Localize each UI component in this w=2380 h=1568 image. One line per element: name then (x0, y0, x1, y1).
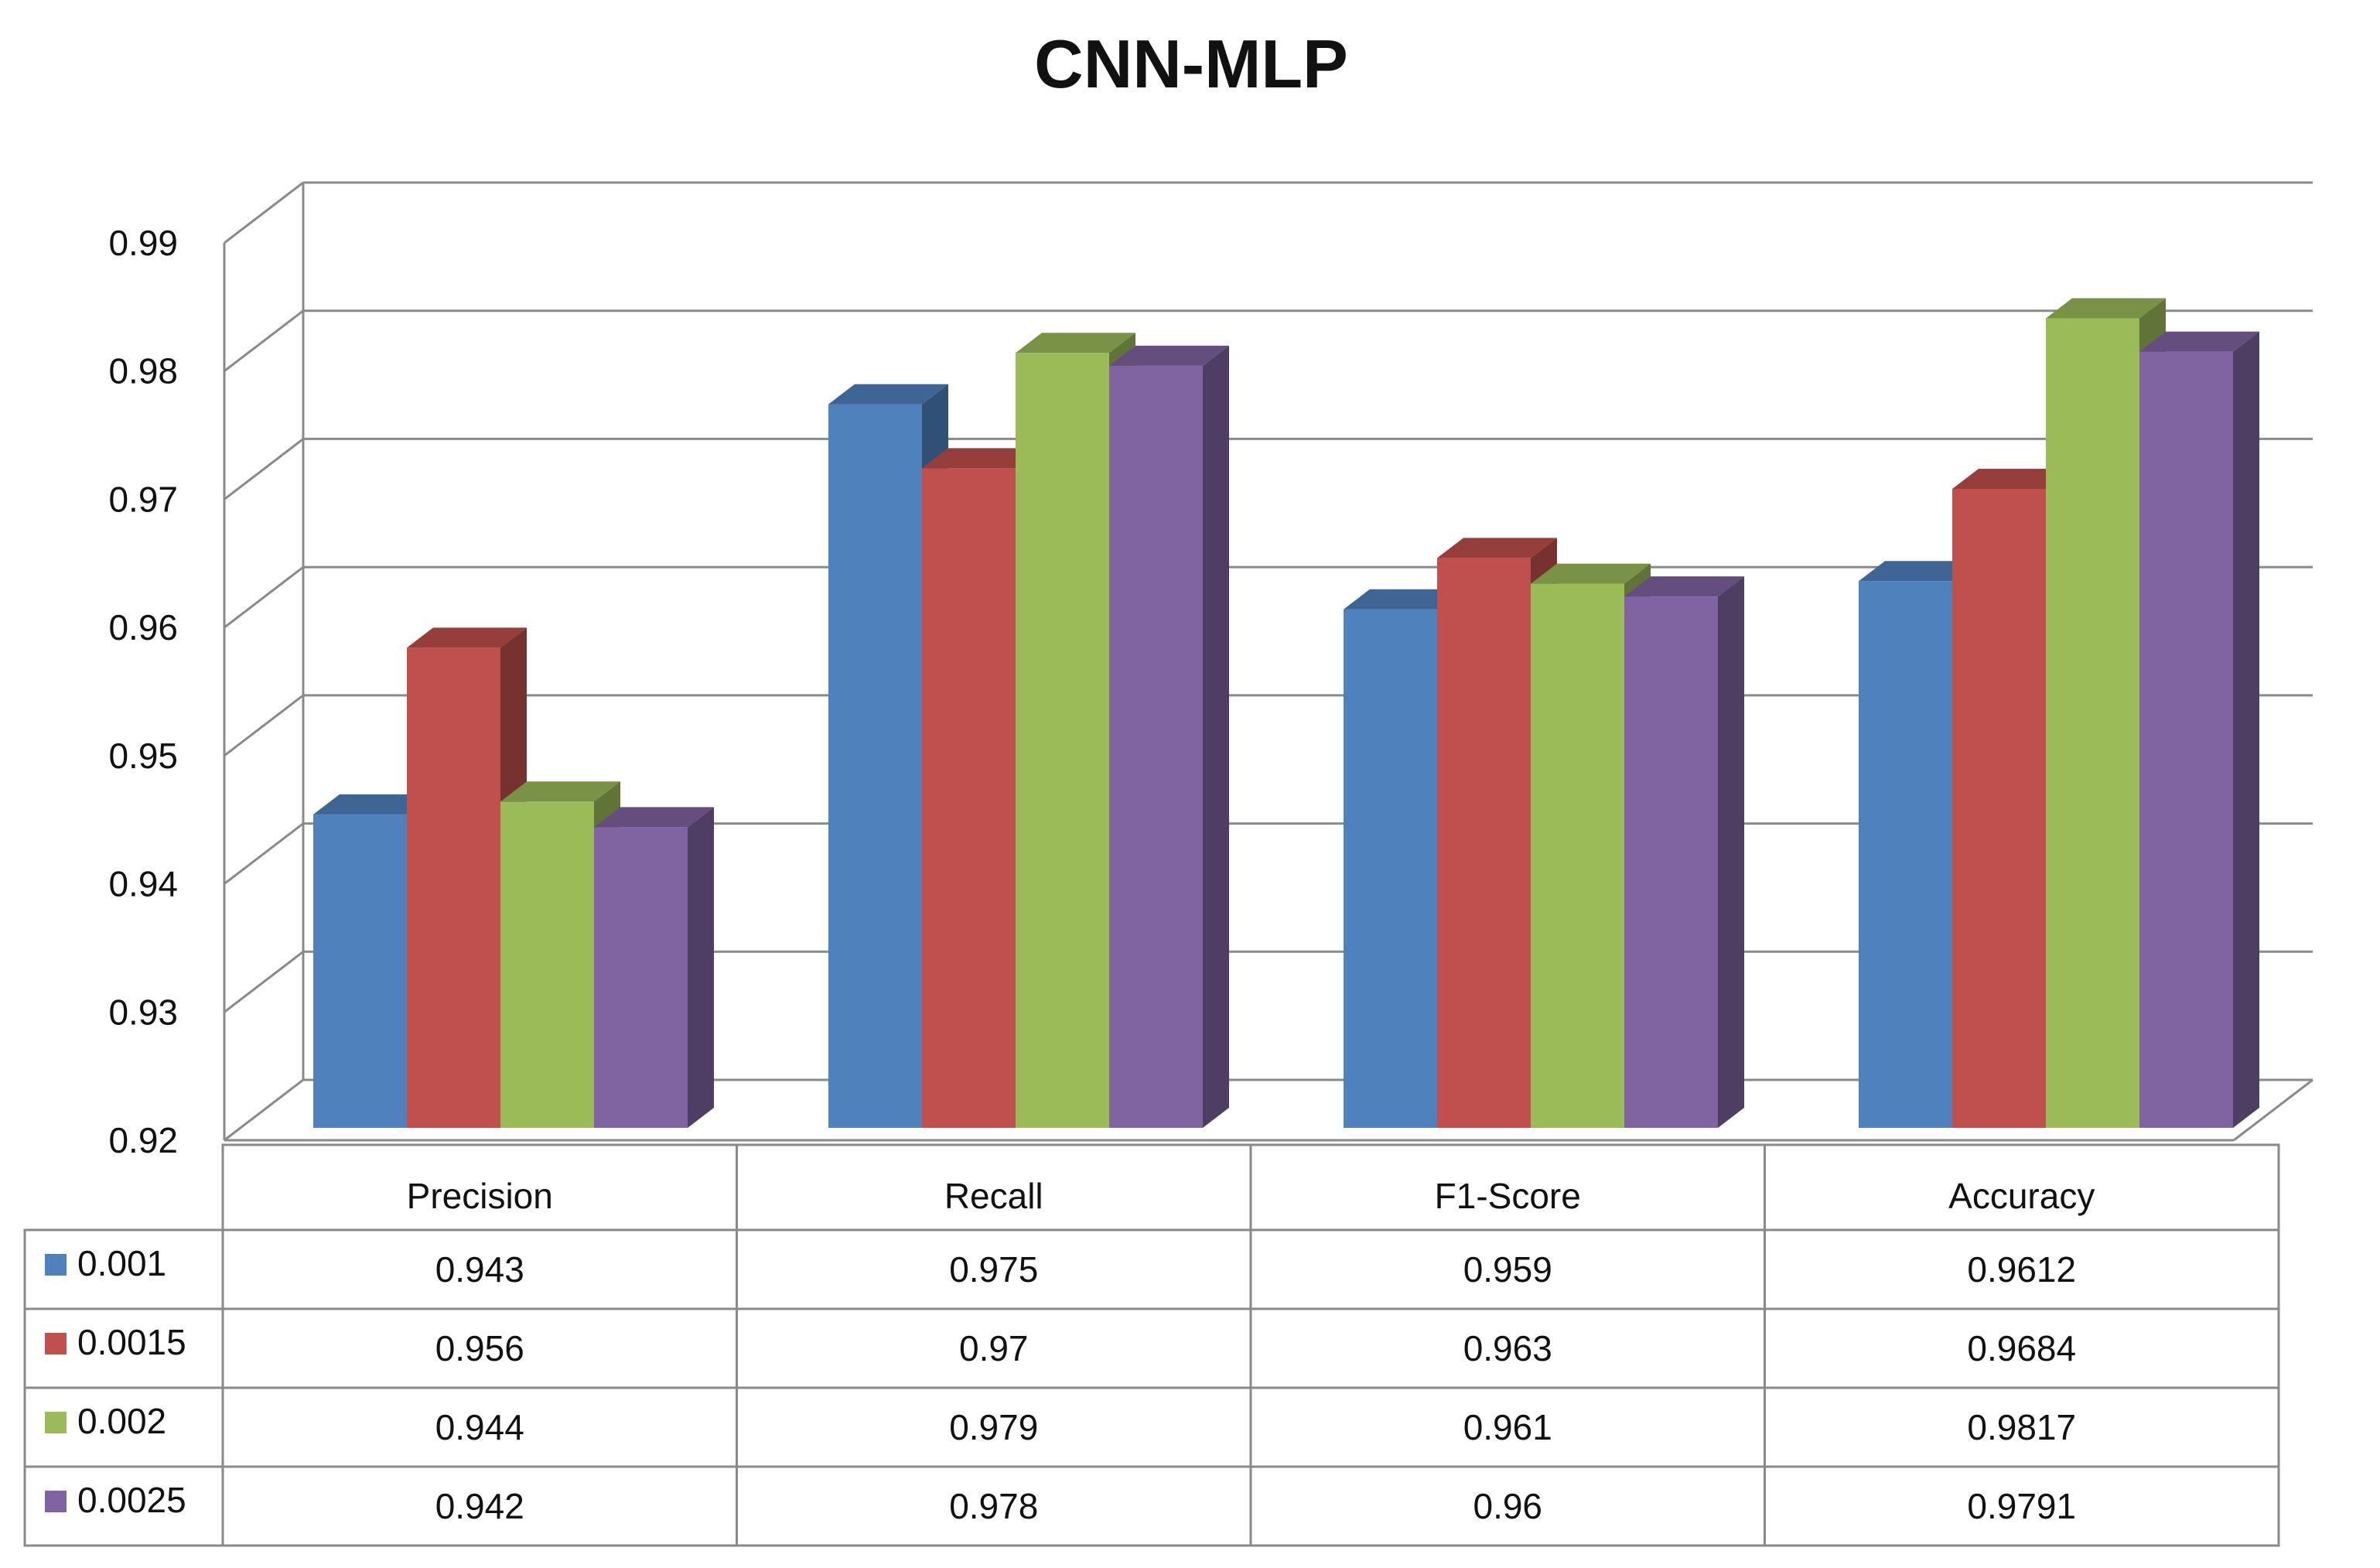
bar-top (1952, 468, 2072, 489)
y-tick-label: 0.99 (108, 223, 178, 263)
bar-top (1109, 345, 1229, 366)
chart-walls (223, 183, 2313, 1142)
bar-top (313, 794, 433, 815)
bar (2139, 331, 2259, 1129)
bar-front (407, 647, 500, 1128)
y-tick-label: 0.97 (108, 479, 178, 519)
table-column-header: Recall (944, 1176, 1043, 1216)
bar-top (1859, 561, 1979, 582)
table-value: 0.97 (959, 1328, 1029, 1368)
bar-side (1718, 576, 1744, 1128)
bar-front (1109, 365, 1203, 1128)
bar-top (1016, 333, 1135, 354)
bar-top (2046, 298, 2166, 319)
gridline-depth (224, 1078, 304, 1142)
table-value: 0.944 (435, 1407, 524, 1447)
bar (1109, 345, 1229, 1128)
gridline-depth (224, 951, 304, 1013)
y-tick-label: 0.92 (108, 1120, 178, 1160)
bar-front (1859, 581, 1952, 1128)
bars (313, 298, 2259, 1129)
table-value: 0.9791 (1967, 1486, 2076, 1526)
bar-side (1203, 345, 1229, 1128)
gridline-depth (224, 822, 304, 885)
table-value: 0.942 (435, 1486, 524, 1526)
y-tick-label: 0.94 (108, 864, 178, 904)
bar-front (2046, 318, 2139, 1128)
bar-front (1437, 558, 1531, 1128)
gridline-depth (224, 694, 304, 757)
legend-label: 0.002 (77, 1401, 166, 1441)
table-value: 0.979 (949, 1407, 1038, 1447)
table-column-header: Precision (407, 1176, 553, 1216)
gridline-depth (224, 438, 304, 500)
table-value: 0.9684 (1967, 1328, 2076, 1368)
data-table: Precision Recall F1-Score Accuracy 0.001 0.94… (23, 1143, 2280, 1547)
bar-front (828, 404, 922, 1128)
bar (594, 807, 714, 1128)
bar-top (594, 807, 714, 828)
legend-swatch (45, 1412, 67, 1433)
table-value: 0.96 (1473, 1486, 1542, 1526)
table-value: 0.9817 (1967, 1407, 2076, 1447)
table-value: 0.956 (435, 1328, 524, 1368)
bar-front (500, 801, 594, 1128)
bar-front (2139, 351, 2233, 1129)
bar-side (688, 807, 714, 1128)
table-value: 0.959 (1463, 1249, 1552, 1290)
bar-top (2139, 331, 2259, 352)
bar-top (500, 781, 620, 802)
bar (1624, 576, 1744, 1128)
bar-top (1531, 563, 1651, 584)
table-value: 0.943 (435, 1249, 524, 1290)
gridline-depth (224, 309, 304, 372)
bar-front (922, 468, 1016, 1128)
bar-front (313, 814, 407, 1128)
table-value: 0.9612 (1967, 1249, 2076, 1290)
bar-front (1952, 488, 2046, 1128)
bar-front (1531, 583, 1624, 1128)
legend-label: 0.001 (77, 1243, 166, 1283)
legend-swatch (45, 1491, 67, 1512)
table-value: 0.978 (949, 1486, 1038, 1526)
floor-right-edge (2233, 1078, 2313, 1142)
table-value: 0.975 (949, 1249, 1038, 1290)
legend-swatch (45, 1333, 67, 1354)
table-column-header: Accuracy (1948, 1176, 2095, 1216)
bar-top (1437, 538, 1557, 559)
gridline-depth (224, 565, 304, 629)
y-tick-label: 0.95 (108, 736, 178, 776)
bar-front (1624, 596, 1718, 1128)
bar-side (2233, 331, 2259, 1129)
legend-label: 0.0015 (77, 1322, 186, 1362)
bar-front (1016, 353, 1109, 1128)
bar-front (594, 827, 688, 1128)
legend-label: 0.0025 (77, 1480, 186, 1520)
bar-top (407, 627, 527, 648)
legend-swatch (45, 1254, 67, 1276)
chart-title: CNN-MLP (1034, 26, 1348, 102)
gridline-depth (224, 181, 304, 244)
y-tick-label: 0.96 (108, 607, 178, 647)
y-axis: 0.92 0.93 0.94 0.95 0.96 0.97 0.98 0.99 (108, 223, 178, 1160)
y-tick-label: 0.98 (108, 351, 178, 391)
bar-top (922, 448, 1042, 469)
table-value: 0.961 (1463, 1407, 1552, 1447)
bar-top (1624, 576, 1744, 597)
table-value: 0.963 (1463, 1328, 1552, 1368)
table-column-header: F1-Score (1435, 1176, 1581, 1216)
bar-top (828, 384, 948, 405)
y-tick-label: 0.93 (108, 992, 178, 1032)
bar-top (1344, 589, 1463, 610)
bar-front (1344, 609, 1437, 1128)
